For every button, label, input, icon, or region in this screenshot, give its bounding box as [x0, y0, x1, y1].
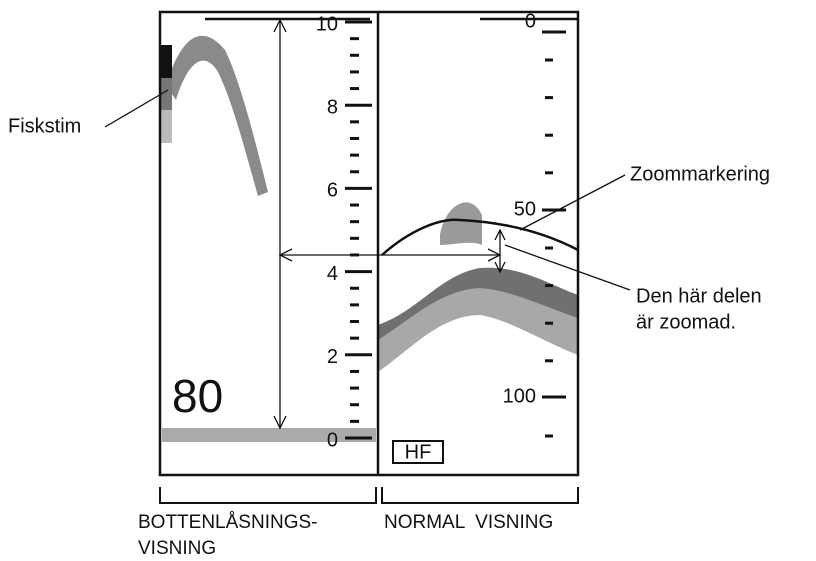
sonar-diagram: HF 80 Fiskstim Zoommarkering Den här del… [0, 0, 816, 561]
left-caption: BOTTENLÅSNINGS- [138, 512, 317, 533]
scale-label: 0 [525, 10, 536, 32]
color-bar [160, 110, 172, 143]
scale-label: 50 [514, 198, 536, 220]
scale-label: 2 [327, 346, 338, 368]
color-bar [160, 45, 172, 78]
fish-echo [166, 36, 268, 196]
zoom-marker-label: Zoommarkering [630, 163, 770, 185]
frequency-label: HF [405, 441, 432, 463]
right-caption: NORMAL VISNING [384, 512, 553, 533]
left-caption: VISNING [138, 538, 216, 559]
zoomed-part-label: är zoomad. [636, 311, 736, 333]
zoomed-part-label: Den här delen [636, 285, 762, 307]
fish-echo [440, 202, 482, 245]
scale-label: 8 [327, 96, 338, 118]
fish-school-label: Fiskstim [8, 115, 81, 137]
scale-label: 100 [503, 385, 536, 407]
scale-label: 10 [316, 13, 338, 35]
scale-label: 6 [327, 180, 338, 202]
scale-label: 4 [327, 263, 338, 285]
range-value: 80 [172, 370, 223, 422]
bottom-echo [162, 428, 376, 442]
scale-label: 0 [327, 429, 338, 451]
